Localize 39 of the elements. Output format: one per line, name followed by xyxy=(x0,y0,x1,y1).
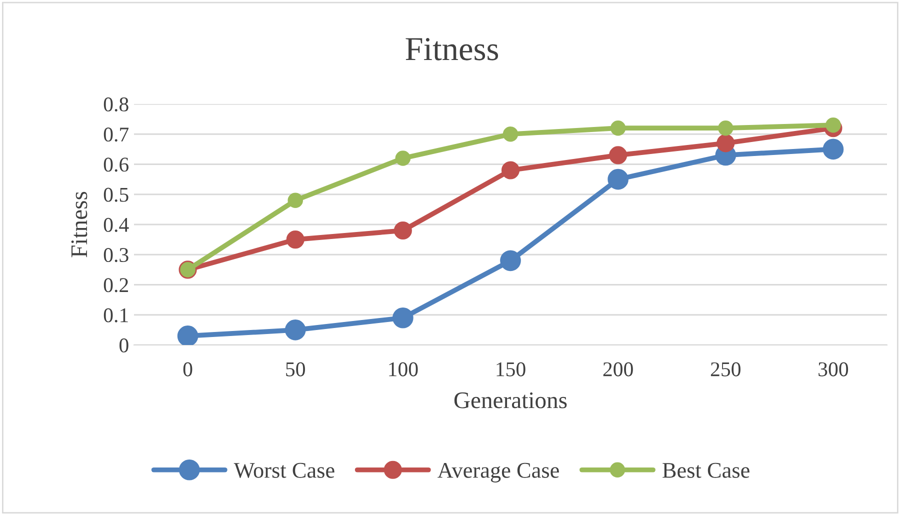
y-tick-label: 0.6 xyxy=(104,158,129,172)
x-tick-label: 150 xyxy=(496,362,526,376)
point xyxy=(177,326,198,345)
x-tick-label: 50 xyxy=(286,362,305,376)
point xyxy=(392,307,414,328)
y-tick-label: 0.8 xyxy=(104,97,128,112)
y-tick-label: 0.5 xyxy=(104,188,128,202)
y-tick-label: 0.2 xyxy=(104,278,128,292)
point xyxy=(395,150,411,166)
point xyxy=(500,250,521,272)
y-axis-title: Fitness xyxy=(71,192,88,258)
x-tick-label: 0 xyxy=(183,362,192,376)
chart-title: Fitness xyxy=(406,38,498,60)
point xyxy=(716,134,735,152)
point xyxy=(394,221,412,240)
x-axis-title: Generations xyxy=(454,392,567,408)
point xyxy=(284,320,306,340)
y-tick-label: 0.7 xyxy=(104,128,129,142)
legend-label: Average Case xyxy=(438,462,559,482)
point xyxy=(826,117,841,133)
y-tick-label: 0 xyxy=(120,338,128,352)
x-tick-label: 300 xyxy=(818,362,848,376)
point xyxy=(286,230,304,249)
point xyxy=(718,120,734,136)
legend-label: Best Case xyxy=(662,462,750,478)
x-tick-label: 200 xyxy=(603,362,633,376)
point xyxy=(608,168,628,190)
point xyxy=(822,138,844,160)
x-tick-label: 100 xyxy=(389,362,418,376)
y-tick-label: 0.4 xyxy=(104,218,129,232)
point xyxy=(609,146,628,164)
point xyxy=(610,120,626,136)
y-tick-label: 0.3 xyxy=(104,248,128,262)
x-tick-label: 250 xyxy=(710,362,740,376)
point xyxy=(502,126,518,142)
legend-label: Worst Case xyxy=(234,462,334,478)
point xyxy=(501,161,520,180)
point xyxy=(288,192,303,208)
y-tick-label: 0.1 xyxy=(104,308,128,322)
